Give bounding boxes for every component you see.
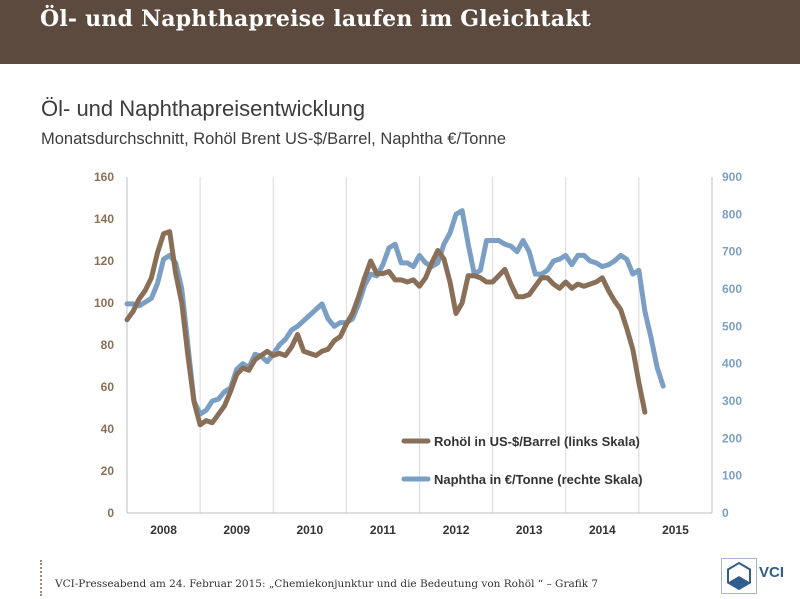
x-axis-ticks: 2008 2009 2010 2011 2012 2013 2014 2015 [150, 523, 689, 537]
series-lines [124, 208, 666, 428]
chart-title: Öl- und Naphthapreisentwicklung [41, 96, 366, 121]
y-left-tick-label: 140 [94, 212, 114, 226]
footer-text: VCI-Presseabend am 24. Februar 2015: „Ch… [55, 578, 599, 590]
x-tick-label: 2008 [150, 523, 177, 537]
legend-label-naphtha: Naphtha in €/Tonne (rechte Skala) [434, 472, 643, 487]
rohoel-series-line [124, 229, 648, 428]
y-left-tick-label: 20 [101, 464, 115, 478]
footer-divider [40, 560, 44, 596]
y-left-tick-label: 80 [101, 338, 115, 352]
y-right-tick-label: 400 [722, 357, 742, 371]
x-tick-label: 2009 [223, 523, 250, 537]
y-right-tick-label: 200 [722, 431, 742, 445]
x-tick-label: 2010 [296, 523, 323, 537]
x-tick-label: 2011 [370, 523, 396, 537]
chart-subtitle: Monatsdurchschnitt, Rohöl Brent US-$/Bar… [41, 130, 506, 148]
right-y-axis-ticks: 0 100 200 300 400 500 600 700 800 900 [722, 170, 742, 520]
y-right-tick-label: 800 [722, 207, 742, 221]
y-right-tick-label: 0 [722, 506, 729, 520]
title-banner: Öl- und Naphthapreise laufen im Gleichta… [0, 0, 800, 64]
legend-label-rohoel: Rohöl in US-$/Barrel (links Skala) [434, 434, 640, 449]
y-left-tick-label: 100 [94, 296, 114, 310]
logo-text: VCI [759, 564, 785, 581]
y-right-tick-label: 300 [722, 394, 742, 408]
left-y-axis-ticks: 0 20 40 60 80 100 120 140 160 [94, 170, 114, 520]
y-left-tick-label: 40 [101, 422, 115, 436]
legend: Rohöl in US-$/Barrel (links Skala) Napht… [401, 434, 643, 487]
y-right-tick-label: 100 [722, 469, 742, 483]
y-right-tick-label: 900 [722, 170, 742, 184]
x-tick-label: 2015 [662, 523, 689, 537]
y-left-tick-label: 0 [107, 506, 114, 520]
line-chart: 0 20 40 60 80 100 120 140 160 0 100 200 300 400 500 60… [94, 170, 742, 537]
x-tick-label: 2012 [443, 523, 470, 537]
vci-logo-icon [721, 558, 757, 594]
y-right-tick-label: 600 [722, 282, 742, 296]
y-left-tick-label: 160 [94, 170, 114, 184]
y-right-tick-label: 500 [722, 319, 742, 333]
x-tick-label: 2013 [516, 523, 543, 537]
x-tick-label: 2014 [589, 523, 616, 537]
naphtha-series-line [124, 208, 666, 417]
y-left-tick-label: 120 [94, 254, 114, 268]
y-left-tick-label: 60 [101, 380, 115, 394]
banner-title: Öl- und Naphthapreise laufen im Gleichta… [40, 6, 591, 32]
y-right-tick-label: 700 [722, 245, 742, 259]
